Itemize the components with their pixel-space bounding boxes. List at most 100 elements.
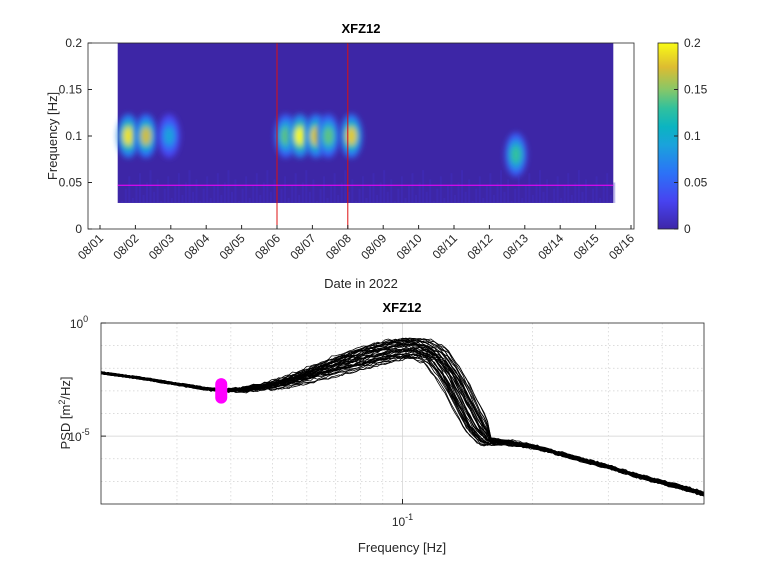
streak [156, 179, 159, 203]
streak [365, 198, 368, 203]
streak [269, 191, 272, 203]
streak [223, 182, 226, 203]
streak [149, 170, 152, 203]
streak [407, 185, 410, 203]
streak [361, 176, 364, 203]
blob-core [164, 127, 175, 145]
streak [383, 170, 386, 203]
psd-y-tick-label: 10-5 [68, 427, 89, 444]
streak [298, 194, 301, 203]
blob-core [280, 127, 291, 145]
y-tick-label: 0.15 [59, 83, 83, 97]
streak [245, 176, 248, 203]
streak [216, 173, 219, 203]
streak [195, 179, 198, 203]
streak [443, 198, 446, 203]
streak [535, 182, 538, 203]
streak [464, 191, 467, 203]
streak [241, 188, 244, 203]
streak [450, 173, 453, 203]
streak [390, 179, 393, 203]
streak [277, 201, 279, 203]
y-tick-label: 0.1 [65, 129, 82, 143]
streak [170, 198, 173, 203]
streak [400, 176, 403, 203]
streak [549, 201, 552, 203]
streak [259, 194, 262, 203]
streak [425, 191, 428, 203]
psd-y-tick-label: 100 [70, 314, 88, 331]
streak [602, 185, 605, 203]
streak [369, 185, 372, 203]
streak [475, 188, 478, 203]
streak [482, 198, 485, 203]
colorbar-tick-label: 0.1 [684, 129, 701, 143]
x-tick-label: 08/09 [358, 231, 389, 262]
streak [560, 198, 563, 203]
streak [496, 182, 499, 203]
blob-core [295, 127, 306, 145]
streak [323, 176, 326, 203]
streak [521, 198, 524, 203]
streak [160, 201, 163, 203]
streak [354, 201, 357, 203]
streak [503, 191, 506, 203]
streak [326, 198, 329, 203]
streak [415, 194, 418, 203]
psd-x-tick-label: 10-1 [392, 512, 413, 529]
psd-title: XFZ12 [382, 300, 421, 315]
streak [584, 179, 587, 203]
streak [613, 182, 616, 203]
streak [163, 188, 166, 203]
streak [234, 179, 237, 203]
streak [266, 170, 269, 203]
colorbar-tick-label: 0.15 [684, 83, 708, 97]
streak [206, 176, 209, 203]
streak [454, 194, 456, 203]
streak [439, 176, 442, 203]
blob-core [510, 145, 521, 164]
colorbar-tick-label: 0.05 [684, 176, 708, 190]
energy-blob [158, 114, 181, 158]
streak [581, 191, 584, 203]
streak [528, 173, 531, 203]
streak [227, 170, 230, 203]
streak [177, 173, 180, 203]
streak [457, 182, 460, 203]
streak [255, 173, 258, 203]
streak [131, 198, 134, 203]
streak [595, 176, 598, 203]
psd-plot [101, 337, 704, 497]
blob-core [123, 127, 134, 145]
streak [146, 182, 149, 203]
streak [287, 198, 290, 203]
streak [209, 198, 212, 203]
energy-blob [504, 132, 527, 177]
streak [372, 173, 375, 203]
streak [262, 182, 265, 203]
x-tick-label: 08/10 [394, 231, 425, 262]
streak [514, 188, 517, 203]
blob-core [346, 127, 357, 145]
streak [418, 182, 421, 203]
streak [188, 170, 191, 203]
streak [273, 179, 276, 203]
streak [181, 194, 184, 203]
x-tick-label: 08/12 [464, 231, 495, 262]
streak [577, 170, 580, 203]
x-tick-label: 08/16 [606, 231, 637, 262]
streak [574, 182, 577, 203]
streak [230, 191, 233, 203]
streak [524, 185, 527, 203]
streak [184, 182, 187, 203]
streak [135, 185, 138, 203]
spectrogram-x-ticks: 08/01 08/02 08/03 08/04 08/05 08/06 08/07 08/08… [75, 225, 637, 262]
streak [432, 201, 435, 203]
spectrogram-x-label: Date in 2022 [324, 276, 398, 291]
streak [315, 201, 318, 203]
psd-series-line [101, 344, 704, 495]
x-tick-label: 08/05 [217, 231, 248, 262]
streak [319, 188, 322, 203]
streak [538, 170, 541, 203]
